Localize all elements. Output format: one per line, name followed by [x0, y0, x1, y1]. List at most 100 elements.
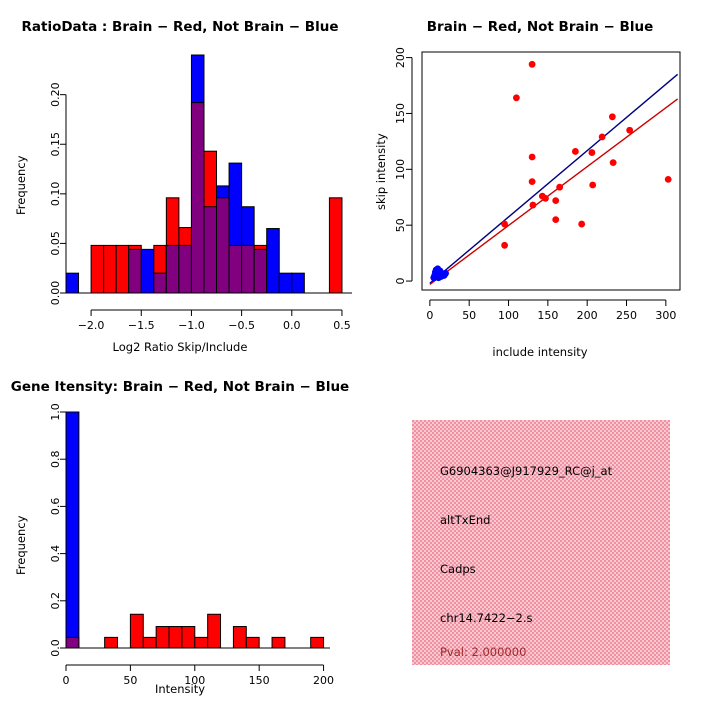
- scatter-point: [552, 216, 560, 224]
- svg-text:−0.5: −0.5: [228, 319, 255, 332]
- svg-text:0.5: 0.5: [333, 319, 351, 332]
- ratio-bar: [90, 244, 105, 294]
- scatter-point: [512, 94, 520, 102]
- svg-text:100: 100: [184, 674, 205, 687]
- svg-text:−1.0: −1.0: [178, 319, 205, 332]
- svg-text:0.4: 0.4: [49, 545, 62, 563]
- fit-line-red-fit: [429, 98, 679, 285]
- scatter-point: [528, 60, 536, 68]
- svg-text:100: 100: [498, 309, 519, 322]
- gene-bar: [207, 613, 222, 649]
- svg-text:150: 150: [394, 103, 407, 124]
- ratio-bar-overlap: [178, 244, 192, 294]
- gene-histogram-svg: 0.0 0.2 0.4 0.6 0.8 1.0 0 50 100 150 200: [49, 403, 334, 687]
- ratio-x-axis-label: Log2 Ratio Skip/Include: [112, 340, 248, 354]
- svg-text:0.2: 0.2: [49, 592, 62, 610]
- probe-id-text: G6904363@J917929_RC@j_at: [440, 464, 613, 478]
- ratio-bar-overlap: [216, 197, 230, 294]
- gene-bar: [271, 636, 286, 649]
- panel-gene-intensity: Gene Itensity: Brain − Red, Not Brain − …: [0, 360, 360, 720]
- ratio-bar-overlap: [228, 244, 243, 294]
- panel-annotation-info: G6904363@J917929_RC@j_at altTxEnd Cadps …: [360, 360, 720, 720]
- scatter-point: [589, 181, 597, 189]
- svg-text:200: 200: [577, 309, 598, 322]
- ratio-bar-overlap: [203, 206, 218, 294]
- scatter-point: [609, 159, 617, 167]
- svg-text:0.6: 0.6: [49, 498, 62, 516]
- svg-text:50: 50: [394, 218, 407, 232]
- scatter-point: [552, 197, 560, 205]
- gene-bar: [104, 636, 119, 649]
- svg-text:150: 150: [249, 674, 270, 687]
- panel-ratio-histogram: RatioData : Brain − Red, Not Brain − Blu…: [0, 0, 360, 360]
- svg-text:200: 200: [313, 674, 334, 687]
- fit-line-blue-fit: [429, 73, 679, 284]
- scatter-x-axis-label: include intensity: [492, 345, 588, 359]
- scatter-point: [608, 113, 616, 121]
- ratio-bar: [266, 228, 280, 294]
- ratio-bar-overlap: [153, 272, 167, 294]
- ratio-bar: [291, 272, 305, 294]
- ratio-bar: [103, 244, 117, 294]
- ratio-histogram-svg: 0.00 0.05 0.10 0.15 0.20 −2.0 −1.5 −1.0 −0.5 0.0 0…: [49, 54, 352, 332]
- scatter-point: [664, 175, 672, 183]
- scatter-point: [556, 183, 564, 191]
- event-type-text: altTxEnd: [440, 513, 491, 527]
- scatter-point: [501, 220, 508, 228]
- svg-text:300: 300: [655, 309, 676, 322]
- scatter-plot-frame: [421, 51, 681, 291]
- scatter-point: [501, 241, 508, 249]
- gene-bar: [245, 636, 260, 649]
- svg-text:0.0: 0.0: [49, 639, 62, 657]
- svg-text:100: 100: [394, 159, 407, 180]
- svg-text:−1.5: −1.5: [128, 319, 155, 332]
- scatter-point: [529, 201, 537, 209]
- scatter-point: [578, 220, 586, 228]
- gene-bar: [181, 626, 196, 649]
- pval-text: Pval: 2.000000: [440, 645, 527, 659]
- scatter-point: [528, 153, 536, 161]
- scatter-point: [442, 269, 449, 277]
- ratio-bar: [115, 244, 130, 294]
- gene-bar: [168, 626, 183, 649]
- gene-bar: [194, 636, 209, 649]
- scatter-svg: 0 50 100 150 200 250 300 0 50 100 150 200: [394, 47, 681, 322]
- ratio-bar: [140, 248, 155, 294]
- gene-bar: [232, 626, 247, 649]
- locus-text: chr14.7422−2.s: [440, 611, 533, 625]
- ratio-bar-overlap: [253, 248, 268, 294]
- ratio-bar: [65, 272, 80, 294]
- gene-bar: [129, 613, 144, 649]
- svg-text:250: 250: [616, 309, 637, 322]
- gene-panel-title: Gene Itensity: Brain − Red, Not Brain − …: [10, 379, 350, 395]
- scatter-point: [588, 149, 596, 156]
- gene-symbol-text: Cadps: [440, 562, 476, 576]
- gene-bar: [310, 636, 325, 649]
- svg-text:1.0: 1.0: [49, 403, 62, 421]
- panel-intensity-scatter: Brain − Red, Not Brain − Blue include in…: [360, 0, 720, 360]
- gene-bar: [142, 636, 157, 649]
- scatter-panel-title: Brain − Red, Not Brain − Blue: [426, 19, 654, 35]
- svg-text:0: 0: [63, 674, 70, 687]
- svg-text:50: 50: [123, 674, 137, 687]
- svg-text:0.10: 0.10: [49, 182, 62, 207]
- svg-text:−2.0: −2.0: [78, 319, 105, 332]
- scatter-point: [626, 126, 634, 134]
- annotation-box: G6904363@J917929_RC@j_at altTxEnd Cadps …: [412, 420, 670, 665]
- svg-text:0.15: 0.15: [49, 132, 62, 157]
- scatter-point: [571, 148, 579, 155]
- svg-text:150: 150: [537, 309, 558, 322]
- gene-bar-overlap: [65, 636, 80, 649]
- scatter-point: [528, 178, 536, 186]
- scatter-point: [542, 194, 549, 202]
- svg-text:50: 50: [462, 309, 476, 322]
- ratio-bar: [278, 272, 293, 294]
- ratio-bar-overlap: [190, 102, 205, 294]
- svg-text:0.8: 0.8: [49, 450, 62, 468]
- svg-text:0.0: 0.0: [283, 319, 301, 332]
- svg-text:0.05: 0.05: [49, 231, 62, 256]
- svg-text:0: 0: [426, 309, 433, 322]
- svg-text:0: 0: [394, 278, 407, 285]
- gene-bar: [155, 626, 170, 649]
- svg-text:0.00: 0.00: [49, 281, 62, 306]
